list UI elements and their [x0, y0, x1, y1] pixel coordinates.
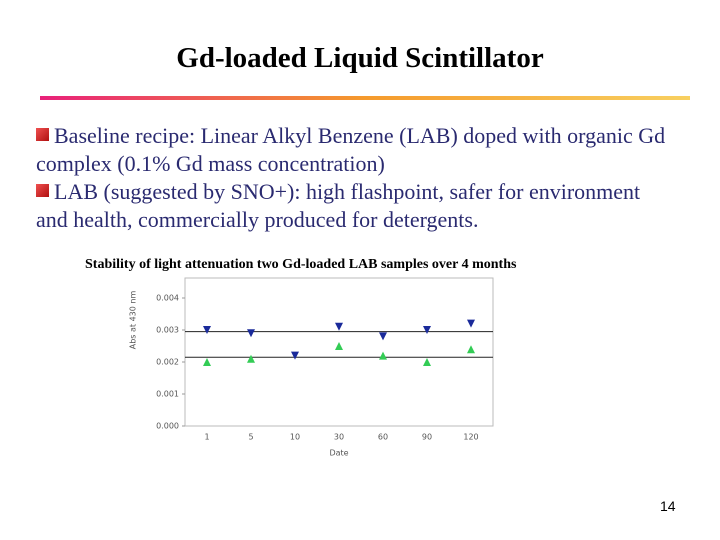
slide-title: Gd-loaded Liquid Scintillator: [176, 42, 544, 74]
x-tick-label: 1: [204, 433, 209, 442]
data-point: [467, 319, 475, 328]
data-point: [335, 342, 343, 350]
data-point: [247, 354, 255, 363]
chart-title: Stability of light attenuation two Gd-lo…: [85, 257, 517, 272]
data-point: [247, 329, 255, 338]
y-tick-label: 0.002: [156, 358, 179, 367]
page-number: 14: [660, 498, 676, 514]
title-rule: [40, 96, 690, 100]
data-point: [291, 351, 299, 360]
bullet: LAB (suggested by SNO+): high flashpoint…: [36, 178, 676, 234]
x-tick-label: 10: [290, 433, 300, 442]
x-axis-label: Date: [329, 449, 348, 458]
y-tick-label: 0.001: [156, 390, 179, 399]
x-tick-label: 30: [334, 433, 344, 442]
data-point: [379, 332, 387, 341]
data-point: [467, 345, 475, 354]
data-point: [379, 351, 387, 360]
plot-frame: [184, 277, 494, 427]
x-tick-label: 60: [378, 433, 388, 442]
data-point: [203, 358, 211, 366]
y-tick-label: 0.004: [156, 294, 179, 303]
x-tick-label: 5: [248, 433, 253, 442]
x-tick-label: 120: [463, 433, 478, 442]
data-point: [423, 358, 431, 366]
data-point: [423, 326, 431, 334]
y-tick-label: 0.000: [156, 422, 179, 431]
y-axis-label: Abs at 430 nm: [129, 291, 138, 350]
bullet: Baseline recipe: Linear Alkyl Benzene (L…: [36, 122, 676, 178]
data-point: [203, 326, 211, 334]
data-point: [335, 322, 343, 331]
x-tick-label: 90: [422, 433, 432, 442]
y-tick-label: 0.003: [156, 326, 179, 335]
